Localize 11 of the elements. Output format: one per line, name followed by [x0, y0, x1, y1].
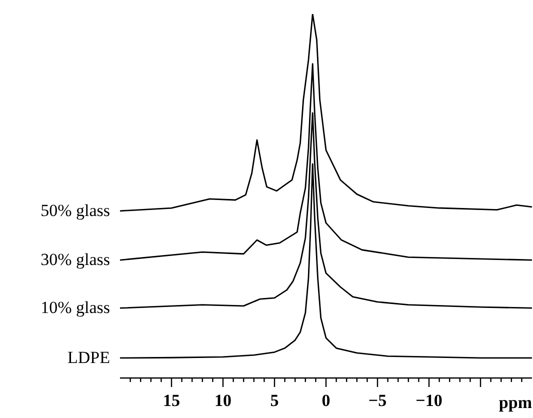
series-label: 10% glass — [40, 298, 110, 318]
x-axis-title: ppm — [498, 393, 532, 412]
series-label: LDPE — [68, 348, 110, 367]
series-label: 30% glass — [40, 250, 110, 270]
x-tick-label: −5 — [368, 391, 387, 410]
x-tick-label: 0 — [322, 391, 330, 410]
x-tick-label: −10 — [416, 391, 442, 410]
series-label: 50% glass — [40, 200, 110, 220]
x-tick-label: 15 — [163, 391, 180, 410]
x-tick-label: 5 — [270, 391, 279, 410]
x-tick-label: 10 — [214, 391, 232, 410]
